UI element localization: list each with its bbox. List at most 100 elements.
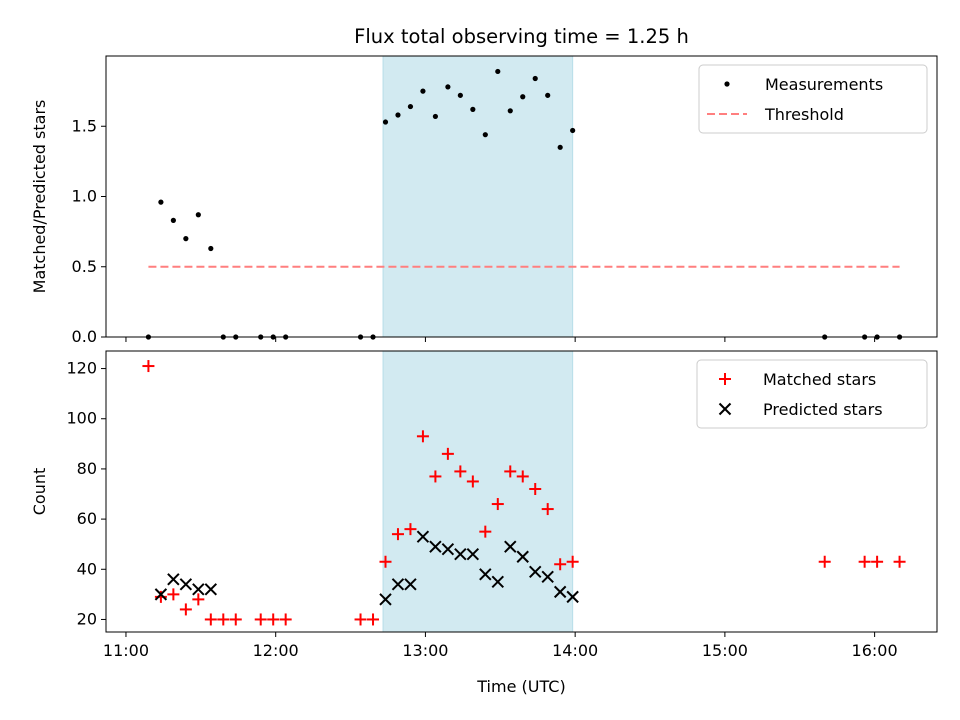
x-tick-label: 12:00 [253,641,299,660]
matched-stars-point [367,613,380,626]
predicted-stars-point [154,588,168,601]
predicted-stars-point [504,540,517,553]
measurements-point [520,94,526,100]
predicted-stars-point [466,548,480,561]
measurements-point [170,217,176,223]
predicted-stars-point [454,548,467,561]
predicted-stars-point [404,578,417,591]
y-tick-label: 1.0 [72,187,97,206]
x-stroke-b [416,530,430,543]
matched-stars-point [354,613,367,626]
x-axis-label: Time (UTC) [476,677,565,696]
x-tick-label: 11:00 [103,641,149,660]
matched-stars-point [541,503,554,516]
y-tick-label: 120 [66,359,97,378]
matched-stars-point [466,475,479,488]
y-tick-label: 60 [77,509,97,528]
predicted-stars-point [391,578,405,591]
matched-stars-point [416,430,429,443]
matched-stars-point [267,613,280,626]
matched-stars-point [279,613,292,626]
predicted-stars-point [491,575,504,589]
x-stroke-b [154,588,168,601]
measurements-point [570,127,576,134]
x-stroke-b [479,568,492,581]
x-stroke-b [504,540,517,553]
matched-stars-point [893,555,906,568]
predicted-stars-point [529,565,542,578]
measurements-point [208,245,214,252]
predicted-stars-point [516,550,529,563]
matched-stars-point [204,613,217,626]
measurements-point [557,144,563,150]
x-stroke-b [454,548,467,561]
legend-marker [724,81,730,87]
matched-stars-point [529,482,542,495]
predicted-stars-point [553,585,567,599]
matched-stars-point [391,528,404,541]
x-stroke-b [192,583,205,596]
measurements-point [470,106,476,112]
measurements-point [407,103,414,110]
measurements-point [445,84,451,90]
measurements-point [195,212,201,218]
x-tick-label: 13:00 [402,641,448,660]
matched-stars-point [167,588,180,601]
measurements-point [382,119,389,125]
y-tick-label: 20 [77,609,97,628]
chart-title: Flux total observing time = 1.25 h [354,25,689,48]
matched-stars-point [516,470,529,483]
matched-stars-point [379,555,392,568]
matched-stars-point [554,558,567,571]
y-axis-label: Matched/Predicted stars [30,100,49,294]
legend-box [696,359,928,429]
y-tick-label: 80 [77,459,97,478]
x-stroke-b [429,540,442,553]
predicted-stars-point [379,593,392,606]
highlight-span [382,350,574,633]
matched-stars-point [491,498,504,511]
x-stroke-b [167,573,180,586]
legend-label: Measurements [765,75,883,94]
predicted-stars-point [441,542,455,556]
measurements-point [532,75,538,82]
predicted-stars-point [179,578,193,591]
x-stroke-b [516,550,529,563]
x-stroke-b [491,575,504,589]
legend-label: Predicted stars [763,400,883,419]
top-panel: 0.0 0.5 1.0 1.5 Matched/Predicted stars Flux … [30,25,938,346]
matched-stars-point [192,593,205,606]
matched-stars-point [142,360,155,373]
matched-stars-point [479,525,492,538]
matched-stars-point [504,465,517,478]
measurements-point [183,236,189,242]
x-stroke-b [179,578,193,591]
measurements-point [507,108,513,114]
predicted-stars-point [429,540,442,553]
predicted-stars-point [566,590,579,604]
matched-stars-point [871,555,884,568]
matched-stars-point [454,465,467,478]
x-stroke-b [391,578,405,591]
predicted-stars-point [167,573,180,586]
y-tick-label: 40 [77,559,97,578]
x-tick-label: 16:00 [852,641,898,660]
measurements-point [457,92,463,98]
x-stroke-b [566,590,579,604]
legend: Measurements Threshold [698,64,928,134]
x-stroke-b [553,585,567,599]
measurements-point [395,112,401,118]
predicted-stars-point [416,530,430,543]
measurements-point [545,92,551,98]
legend-label: Threshold [764,105,844,124]
highlight-span [382,55,574,338]
matched-stars-point [858,555,871,568]
predicted-stars-point [204,583,218,596]
x-stroke-b [379,593,392,606]
legend: Matched stars Predicted stars [696,359,928,429]
measurements-point [420,88,426,94]
x-stroke-b [529,565,542,578]
legend-box [698,64,928,134]
y-tick-label: 100 [66,409,97,428]
legend-marker [718,402,732,416]
